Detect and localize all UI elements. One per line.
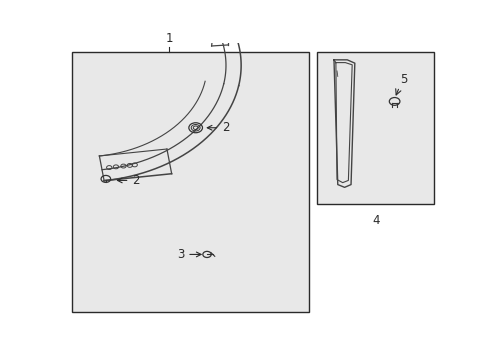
Bar	[72, 51, 309, 312]
Bar	[316, 51, 433, 204]
Text: 3: 3	[177, 248, 201, 261]
Text: 2: 2	[207, 121, 229, 134]
Text: 2: 2	[117, 174, 140, 187]
Text: 4: 4	[371, 214, 379, 227]
Text: 1: 1	[165, 32, 173, 45]
Text: 5: 5	[400, 73, 407, 86]
